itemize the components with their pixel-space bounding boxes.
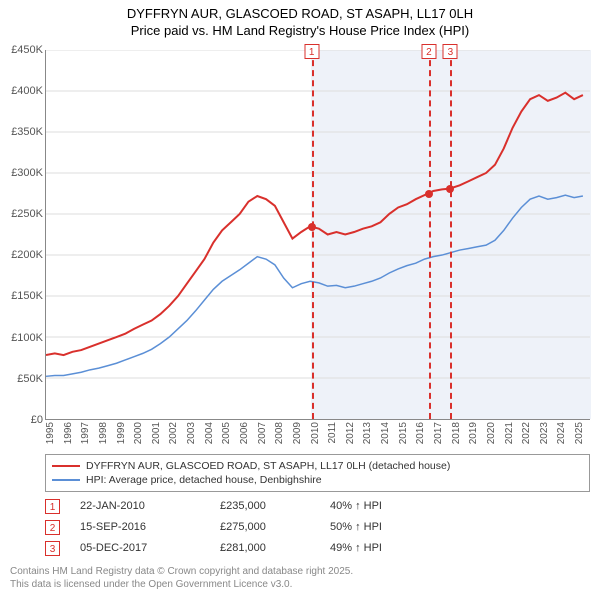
x-tick-label: 2009 bbox=[292, 422, 303, 444]
x-tick-label: 2006 bbox=[239, 422, 250, 444]
footnote-line2: This data is licensed under the Open Gov… bbox=[10, 579, 292, 590]
y-tick-label: £0 bbox=[31, 414, 43, 426]
x-tick-label: 2008 bbox=[274, 422, 285, 444]
y-tick-label: £250K bbox=[11, 208, 43, 220]
x-tick-label: 2016 bbox=[415, 422, 426, 444]
x-tick-label: 2024 bbox=[556, 422, 567, 444]
footnote-line1: Contains HM Land Registry data © Crown c… bbox=[10, 566, 353, 577]
marker-line bbox=[450, 50, 452, 419]
footnote: Contains HM Land Registry data © Crown c… bbox=[10, 565, 590, 591]
marker-dot bbox=[425, 190, 433, 198]
event-row: 1 22-JAN-2010 £235,000 40% ↑ HPI bbox=[45, 496, 590, 517]
y-tick-label: £450K bbox=[11, 44, 43, 56]
title-line2: Price paid vs. HM Land Registry's House … bbox=[131, 23, 469, 38]
x-tick-label: 2025 bbox=[574, 422, 585, 444]
marker-line bbox=[312, 50, 314, 419]
event-row: 3 05-DEC-2017 £281,000 49% ↑ HPI bbox=[45, 538, 590, 559]
event-marker: 3 bbox=[45, 541, 60, 556]
x-tick-label: 2023 bbox=[539, 422, 550, 444]
y-tick-label: £350K bbox=[11, 126, 43, 138]
chart-title: DYFFRYN AUR, GLASCOED ROAD, ST ASAPH, LL… bbox=[0, 0, 600, 40]
legend: DYFFRYN AUR, GLASCOED ROAD, ST ASAPH, LL… bbox=[45, 454, 590, 492]
x-tick-label: 2003 bbox=[186, 422, 197, 444]
x-tick-label: 1997 bbox=[80, 422, 91, 444]
event-price: £275,000 bbox=[220, 521, 310, 533]
x-tick-label: 2012 bbox=[345, 422, 356, 444]
legend-label: HPI: Average price, detached house, Denb… bbox=[86, 474, 322, 486]
event-date: 05-DEC-2017 bbox=[80, 542, 200, 554]
x-tick-label: 2010 bbox=[310, 422, 321, 444]
event-row: 2 15-SEP-2016 £275,000 50% ↑ HPI bbox=[45, 517, 590, 538]
y-axis: £0£50K£100K£150K£200K£250K£300K£350K£400… bbox=[0, 50, 45, 420]
marker-line bbox=[429, 50, 431, 419]
event-table: 1 22-JAN-2010 £235,000 40% ↑ HPI 2 15-SEP-201… bbox=[45, 496, 590, 559]
x-tick-label: 2021 bbox=[504, 422, 515, 444]
event-price: £281,000 bbox=[220, 542, 310, 554]
legend-item: HPI: Average price, detached house, Denb… bbox=[52, 473, 583, 487]
x-tick-label: 2019 bbox=[468, 422, 479, 444]
event-date: 22-JAN-2010 bbox=[80, 500, 200, 512]
event-delta: 49% ↑ HPI bbox=[330, 542, 382, 554]
x-tick-label: 2005 bbox=[221, 422, 232, 444]
x-tick-label: 1998 bbox=[98, 422, 109, 444]
legend-swatch bbox=[52, 465, 80, 467]
y-tick-label: £300K bbox=[11, 167, 43, 179]
x-tick-label: 2004 bbox=[204, 422, 215, 444]
y-tick-label: £200K bbox=[11, 249, 43, 261]
x-tick-label: 2015 bbox=[398, 422, 409, 444]
x-tick-label: 2002 bbox=[168, 422, 179, 444]
x-tick-label: 1999 bbox=[116, 422, 127, 444]
event-delta: 50% ↑ HPI bbox=[330, 521, 382, 533]
plot-area: 123 bbox=[45, 50, 590, 420]
x-tick-label: 1995 bbox=[45, 422, 56, 444]
legend-item: DYFFRYN AUR, GLASCOED ROAD, ST ASAPH, LL… bbox=[52, 459, 583, 473]
legend-label: DYFFRYN AUR, GLASCOED ROAD, ST ASAPH, LL… bbox=[86, 460, 450, 472]
x-tick-label: 2018 bbox=[451, 422, 462, 444]
x-tick-label: 2007 bbox=[257, 422, 268, 444]
line-svg bbox=[46, 50, 590, 419]
x-tick-label: 2022 bbox=[521, 422, 532, 444]
y-tick-label: £400K bbox=[11, 85, 43, 97]
chart-container: DYFFRYN AUR, GLASCOED ROAD, ST ASAPH, LL… bbox=[0, 0, 600, 591]
event-price: £235,000 bbox=[220, 500, 310, 512]
chart-area: £0 £50K £100K £150K £200K £250K £300K £350K £400… bbox=[0, 40, 600, 450]
event-marker: 2 bbox=[45, 520, 60, 535]
y-tick-label: £100K bbox=[11, 332, 43, 344]
x-axis: 1995 1996 1997 1998 1999 2000 2001 2002 2003 2004… bbox=[45, 422, 590, 450]
marker-dot bbox=[446, 185, 454, 193]
y-tick-label: £150K bbox=[11, 290, 43, 302]
x-tick-label: 2000 bbox=[133, 422, 144, 444]
marker-box: 3 bbox=[443, 44, 458, 59]
x-tick-label: 2011 bbox=[327, 422, 338, 444]
marker-box: 1 bbox=[304, 44, 319, 59]
legend-swatch bbox=[52, 479, 80, 481]
x-tick-label: 2014 bbox=[380, 422, 391, 444]
x-tick-label: 2013 bbox=[362, 422, 373, 444]
title-line1: DYFFRYN AUR, GLASCOED ROAD, ST ASAPH, LL… bbox=[127, 6, 473, 21]
marker-box: 2 bbox=[421, 44, 436, 59]
x-tick-label: 2020 bbox=[486, 422, 497, 444]
event-date: 15-SEP-2016 bbox=[80, 521, 200, 533]
x-tick-label: 2001 bbox=[151, 422, 162, 444]
x-tick-label: 1996 bbox=[63, 422, 74, 444]
event-marker: 1 bbox=[45, 499, 60, 514]
series-hpi bbox=[46, 195, 583, 376]
y-tick-label: £50K bbox=[17, 373, 43, 385]
event-delta: 40% ↑ HPI bbox=[330, 500, 382, 512]
marker-dot bbox=[308, 223, 316, 231]
x-tick-label: 2017 bbox=[433, 422, 444, 444]
